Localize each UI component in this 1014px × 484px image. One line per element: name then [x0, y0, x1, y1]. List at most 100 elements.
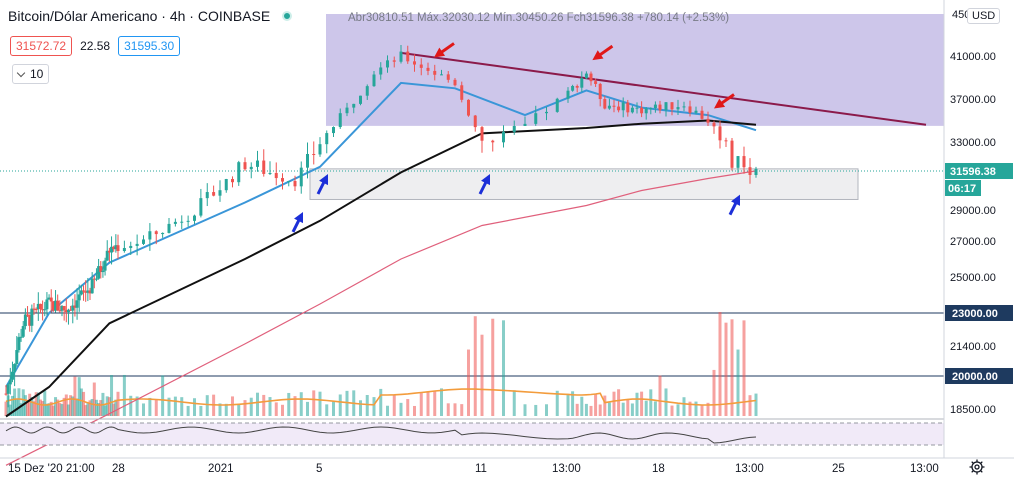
volume-bar: [28, 393, 32, 416]
volume-bar: [86, 403, 90, 416]
volume-bar: [112, 403, 116, 416]
volume-bar: [30, 397, 34, 416]
volume-bar: [148, 397, 152, 416]
volume-bar: [306, 401, 309, 416]
volume-bar: [594, 394, 598, 416]
candle: [193, 215, 196, 221]
candle: [742, 156, 746, 168]
candle: [453, 79, 457, 86]
candle: [34, 309, 38, 311]
volume-bar: [534, 404, 538, 416]
candle: [589, 73, 593, 82]
candle: [480, 127, 484, 141]
candle: [406, 51, 410, 62]
candle: [69, 309, 73, 311]
indicator-toggle[interactable]: 10: [12, 64, 50, 84]
price-tick-label: 33000.00: [950, 137, 996, 149]
candle: [122, 247, 126, 252]
candle: [58, 310, 62, 312]
arrow-head: [731, 194, 740, 206]
volume-bar: [736, 349, 740, 416]
support-zone: [309, 168, 859, 200]
volume-bar: [670, 405, 674, 416]
candle: [352, 103, 356, 108]
volume-bar: [66, 404, 70, 416]
volume-bar: [199, 405, 203, 416]
volume-bar: [116, 391, 120, 416]
currency-button[interactable]: USD: [967, 8, 1001, 24]
candle: [54, 300, 58, 311]
candle: [47, 297, 51, 300]
candle: [724, 140, 728, 142]
volume-bar: [502, 320, 505, 416]
candle: [676, 107, 680, 110]
candle: [426, 67, 430, 71]
candle: [71, 305, 75, 311]
candle: [365, 86, 369, 96]
candle: [94, 278, 98, 280]
sell-button[interactable]: 31572.72: [10, 36, 73, 56]
volume-bar: [440, 388, 443, 416]
volume-bar: [607, 402, 611, 416]
level-label-bg-1: [945, 368, 1013, 384]
volume-bar: [69, 395, 73, 416]
volume-bar: [107, 397, 111, 416]
arrow-head: [592, 50, 604, 61]
volume-bar: [603, 395, 607, 416]
volume-bar: [580, 396, 584, 416]
candle: [199, 198, 203, 216]
volume-bar: [237, 404, 241, 416]
candle: [36, 303, 40, 310]
level-label-1: 20000.00: [952, 371, 998, 383]
volume-bar: [99, 400, 103, 416]
buy-button[interactable]: 31595.30: [118, 36, 181, 56]
volume-ma-line: [5, 388, 757, 406]
volume-bar: [64, 394, 68, 416]
candle: [105, 250, 109, 261]
price-tick-label: 27000.00: [950, 236, 996, 248]
volume-bar: [446, 403, 450, 416]
candle: [467, 99, 470, 116]
candle: [748, 167, 752, 175]
time-tick-label: 25: [832, 463, 845, 475]
volume-bar: [584, 403, 588, 416]
volume-bar: [640, 391, 644, 416]
volume-bar: [15, 398, 19, 416]
volume-bar: [386, 405, 389, 416]
candle: [644, 108, 648, 114]
candle: [41, 309, 45, 311]
candle: [502, 131, 505, 143]
gear-icon[interactable]: [969, 459, 985, 475]
resistance-trendline: [400, 51, 927, 126]
time-tick-label: 13:00: [910, 463, 939, 475]
candle: [167, 223, 171, 233]
ma-length-value: 10: [30, 67, 44, 81]
volume-bar: [480, 334, 484, 416]
candle: [17, 337, 21, 351]
candle: [112, 246, 116, 250]
volume-bar: [473, 316, 477, 416]
symbol-title: Bitcoin/Dólar Americano · 4h · COINBASE: [8, 8, 271, 24]
candle: [129, 245, 133, 248]
rsi-line: [5, 426, 757, 444]
candle: [706, 118, 710, 123]
candle: [312, 153, 316, 155]
volume-bar: [268, 397, 272, 416]
volume-bar: [406, 399, 410, 416]
volume-bar: [700, 405, 704, 416]
candle: [75, 300, 79, 308]
ma-black-line: [5, 119, 757, 418]
volume-bar: [491, 318, 495, 416]
volume-bar: [467, 349, 470, 416]
candle: [653, 104, 657, 109]
volume-bar: [325, 404, 329, 416]
volume-bar: [392, 395, 396, 416]
volume-bar: [97, 403, 101, 416]
candle: [28, 315, 32, 326]
volume-bar: [281, 404, 284, 416]
volume-bar: [649, 389, 653, 416]
volume-bar: [167, 397, 171, 416]
candle: [640, 107, 644, 114]
volume-bar: [58, 403, 62, 416]
